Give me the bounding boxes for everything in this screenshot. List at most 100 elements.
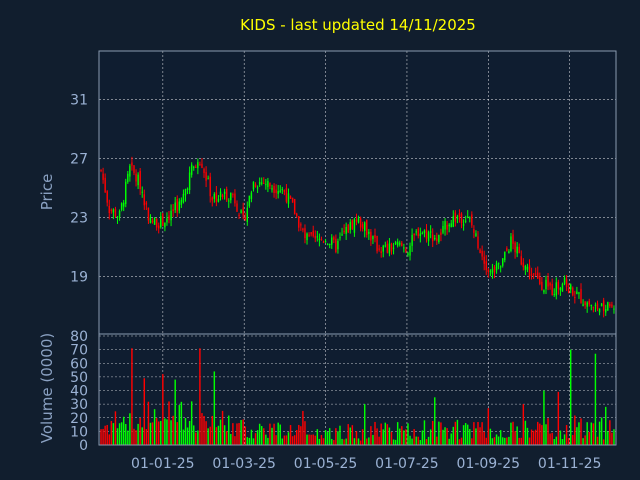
price-tick-label: 27 <box>70 152 88 168</box>
volume-bar <box>310 434 312 445</box>
candle-body <box>497 263 500 265</box>
candle-body <box>108 205 110 214</box>
candle-body <box>384 245 387 247</box>
volume-bar <box>586 422 588 445</box>
volume-bar <box>273 423 275 445</box>
candle-body <box>518 246 520 253</box>
volume-bar <box>318 438 321 445</box>
volume-bar <box>172 415 174 445</box>
candle-body <box>333 237 335 240</box>
candle-body <box>528 265 531 277</box>
volume-bar <box>248 437 251 445</box>
volume-bar <box>298 424 300 445</box>
volume-bar <box>217 425 220 445</box>
candle-body <box>197 162 199 169</box>
candle-body <box>291 197 294 203</box>
volume-bar <box>588 431 590 445</box>
volume-bar <box>598 421 601 445</box>
volume-bar <box>211 415 213 445</box>
candle-body <box>256 187 259 189</box>
volume-axis-label: Volume (0000) <box>38 333 56 443</box>
candle-body <box>230 192 232 201</box>
volume-bar <box>483 431 485 445</box>
volume-bar <box>339 425 341 445</box>
candle-body <box>526 266 529 270</box>
volume-bar <box>462 425 465 445</box>
volume-bar <box>296 429 298 445</box>
candle-body <box>504 251 506 261</box>
candle-body <box>485 261 487 270</box>
candle-body <box>110 209 113 211</box>
volume-bar <box>182 429 185 445</box>
volume-bar <box>289 425 292 445</box>
candle-body <box>337 240 339 250</box>
candle-body <box>557 281 560 289</box>
candle-body <box>236 203 238 212</box>
volume-bar <box>137 423 139 445</box>
candle-body <box>567 288 570 293</box>
candle-body <box>580 288 582 304</box>
candle-body <box>491 269 494 274</box>
volume-bar <box>228 415 230 445</box>
candle-body <box>514 242 516 253</box>
candle-body <box>440 232 442 235</box>
candle-body <box>419 233 422 237</box>
volume-bar <box>524 420 527 445</box>
volume-bar <box>574 415 576 445</box>
candle-body <box>545 279 547 290</box>
candle-body <box>378 248 380 250</box>
candle-body <box>351 220 354 230</box>
candle-body <box>495 263 498 271</box>
volume-bar <box>485 437 487 445</box>
volume-bar <box>347 424 349 445</box>
candle-body <box>180 199 183 205</box>
candle-body <box>462 224 465 226</box>
candle-body <box>421 233 424 235</box>
volume-bar <box>429 429 432 445</box>
volume-bar <box>413 429 415 445</box>
volume-bar <box>322 438 325 445</box>
candle-body <box>481 250 483 257</box>
volume-bar <box>394 439 397 445</box>
candle-body <box>232 194 234 196</box>
candle-body <box>279 190 281 192</box>
candle-body <box>376 235 378 252</box>
candle-body <box>434 237 436 240</box>
candle-body <box>316 236 319 238</box>
volume-bar <box>584 435 586 445</box>
candle-body <box>508 251 510 254</box>
volume-bar <box>514 431 516 445</box>
candle-body <box>452 216 455 227</box>
volume-bar <box>269 423 271 445</box>
volume-bar <box>149 422 152 445</box>
volume-bar <box>244 426 246 445</box>
candle-body <box>487 269 490 272</box>
candle-body <box>347 224 349 233</box>
volume-bar <box>326 431 329 445</box>
candle-body <box>164 222 166 228</box>
candle-body <box>475 233 477 236</box>
volume-bar <box>567 438 570 445</box>
candle-body <box>265 184 267 186</box>
volume-bar <box>421 430 424 445</box>
volume-bar <box>118 423 121 445</box>
candle-body <box>458 213 461 218</box>
volume-bar <box>528 437 531 445</box>
volume-bar <box>481 422 483 445</box>
volume-bar <box>258 423 261 445</box>
candle-body <box>306 233 308 241</box>
candle-body <box>436 238 438 241</box>
candle-body <box>512 234 514 244</box>
candle-body <box>349 222 352 231</box>
candle-body <box>275 189 277 194</box>
candle-body <box>258 181 261 185</box>
volume-bar <box>368 437 370 445</box>
candle-body <box>502 258 504 266</box>
volume-bar <box>376 428 378 445</box>
candle-body <box>366 219 368 235</box>
candle-body <box>120 203 123 210</box>
candle-body <box>166 218 168 223</box>
volume-bar <box>580 418 582 445</box>
